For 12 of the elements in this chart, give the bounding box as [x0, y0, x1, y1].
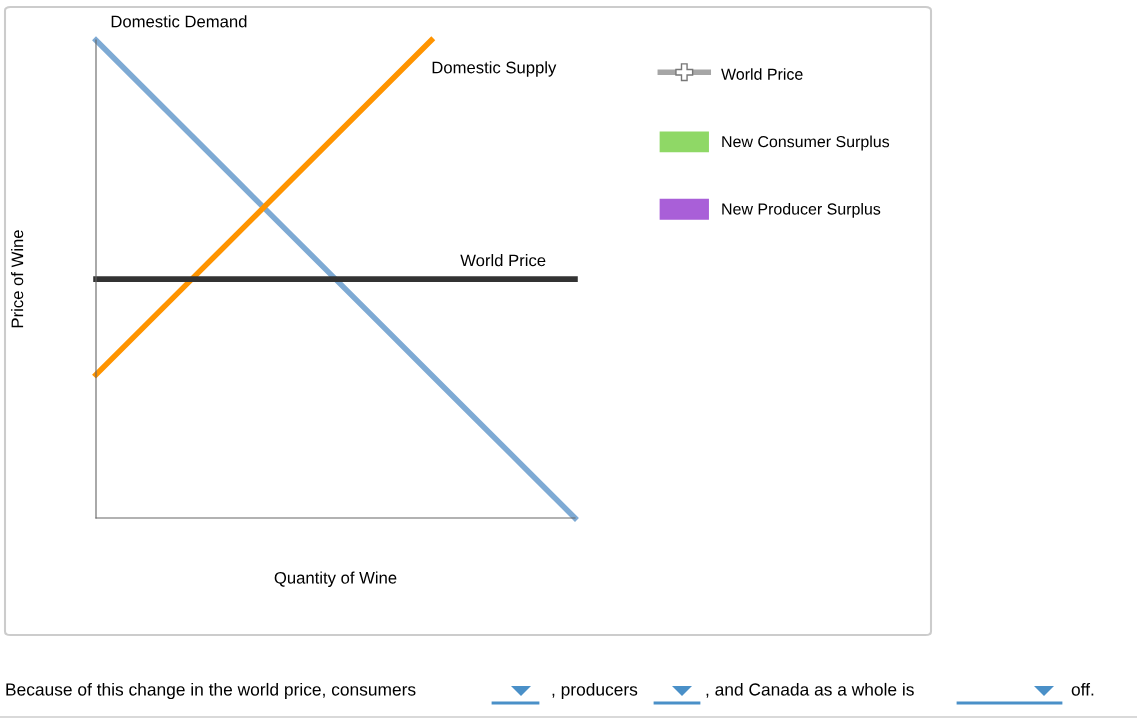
- text: , and Canada as a whole is: [706, 682, 914, 698]
- series-label: Domestic Demand: [111, 15, 247, 28]
- x-axis-title: Quantity of Wine: [274, 571, 397, 588]
- legend-label: New Consumer Surplus: [722, 135, 890, 151]
- text: , producers: [552, 682, 638, 700]
- legend-label: World Price: [721, 68, 803, 80]
- series-label: Domestic Supply: [432, 61, 557, 77]
- text: Because of this change in the world price, consumers: [6, 682, 416, 700]
- series-label: World Price: [460, 254, 546, 267]
- y-axis-title: Price of Wine: [11, 230, 24, 328]
- legend-label: New Producer Surplus: [722, 202, 881, 218]
- text: off.: [1071, 682, 1094, 696]
